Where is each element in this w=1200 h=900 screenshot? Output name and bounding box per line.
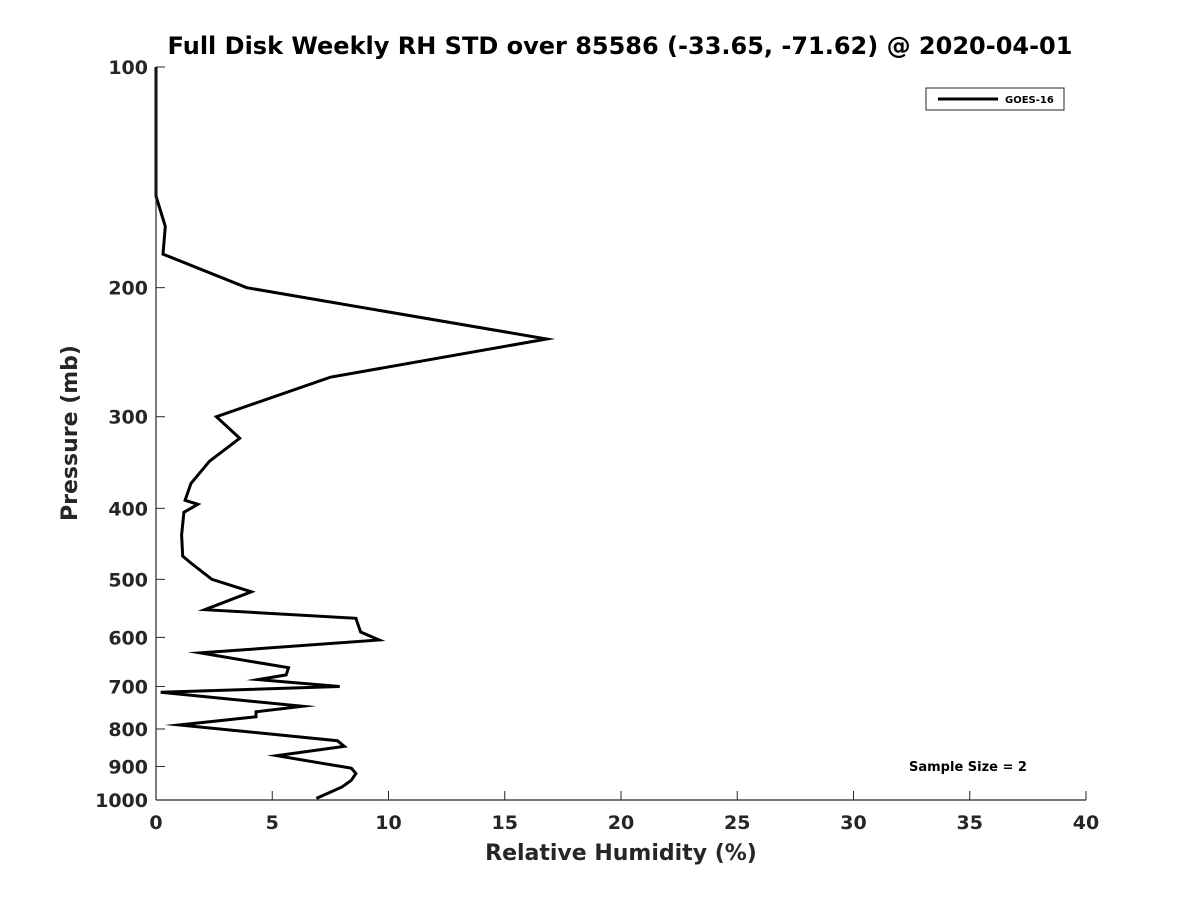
y-tick-label: 100	[108, 57, 148, 79]
chart-title: Full Disk Weekly RH STD over 85586 (-33.…	[168, 32, 1073, 60]
y-tick-label: 600	[108, 627, 148, 649]
series-line-goes-16	[154, 67, 556, 800]
plot-area	[154, 67, 556, 800]
legend-label-goes-16: GOES-16	[1005, 95, 1054, 106]
y-axis-ticks: 100 200 300 400 500 600 700 800 900 1000	[95, 57, 165, 812]
y-tick-label: 200	[108, 278, 148, 300]
x-tick-label: 10	[375, 812, 401, 834]
y-tick-label: 300	[108, 407, 148, 429]
x-tick-label: 35	[957, 812, 983, 834]
sample-size-annotation: Sample Size = 2	[909, 760, 1027, 775]
x-tick-label: 40	[1073, 812, 1099, 834]
y-tick-label: 1000	[95, 790, 148, 812]
y-axis-label: Pressure (mb)	[58, 345, 83, 521]
y-tick-label: 700	[108, 676, 148, 698]
legend: GOES-16	[925, 87, 1065, 111]
y-tick-label: 500	[108, 569, 148, 591]
y-tick-label: 400	[108, 498, 148, 520]
y-tick-label: 800	[108, 719, 148, 741]
x-tick-label: 15	[492, 812, 518, 834]
x-tick-label: 0	[149, 812, 162, 834]
x-tick-label: 30	[840, 812, 866, 834]
x-tick-label: 25	[724, 812, 750, 834]
x-tick-label: 20	[608, 812, 634, 834]
y-tick-label: 900	[108, 756, 148, 778]
x-axis-label: Relative Humidity (%)	[485, 841, 757, 866]
x-axis-ticks: 0 5 10 15 20 25 30 35 40	[149, 791, 1099, 834]
x-tick-label: 5	[266, 812, 279, 834]
